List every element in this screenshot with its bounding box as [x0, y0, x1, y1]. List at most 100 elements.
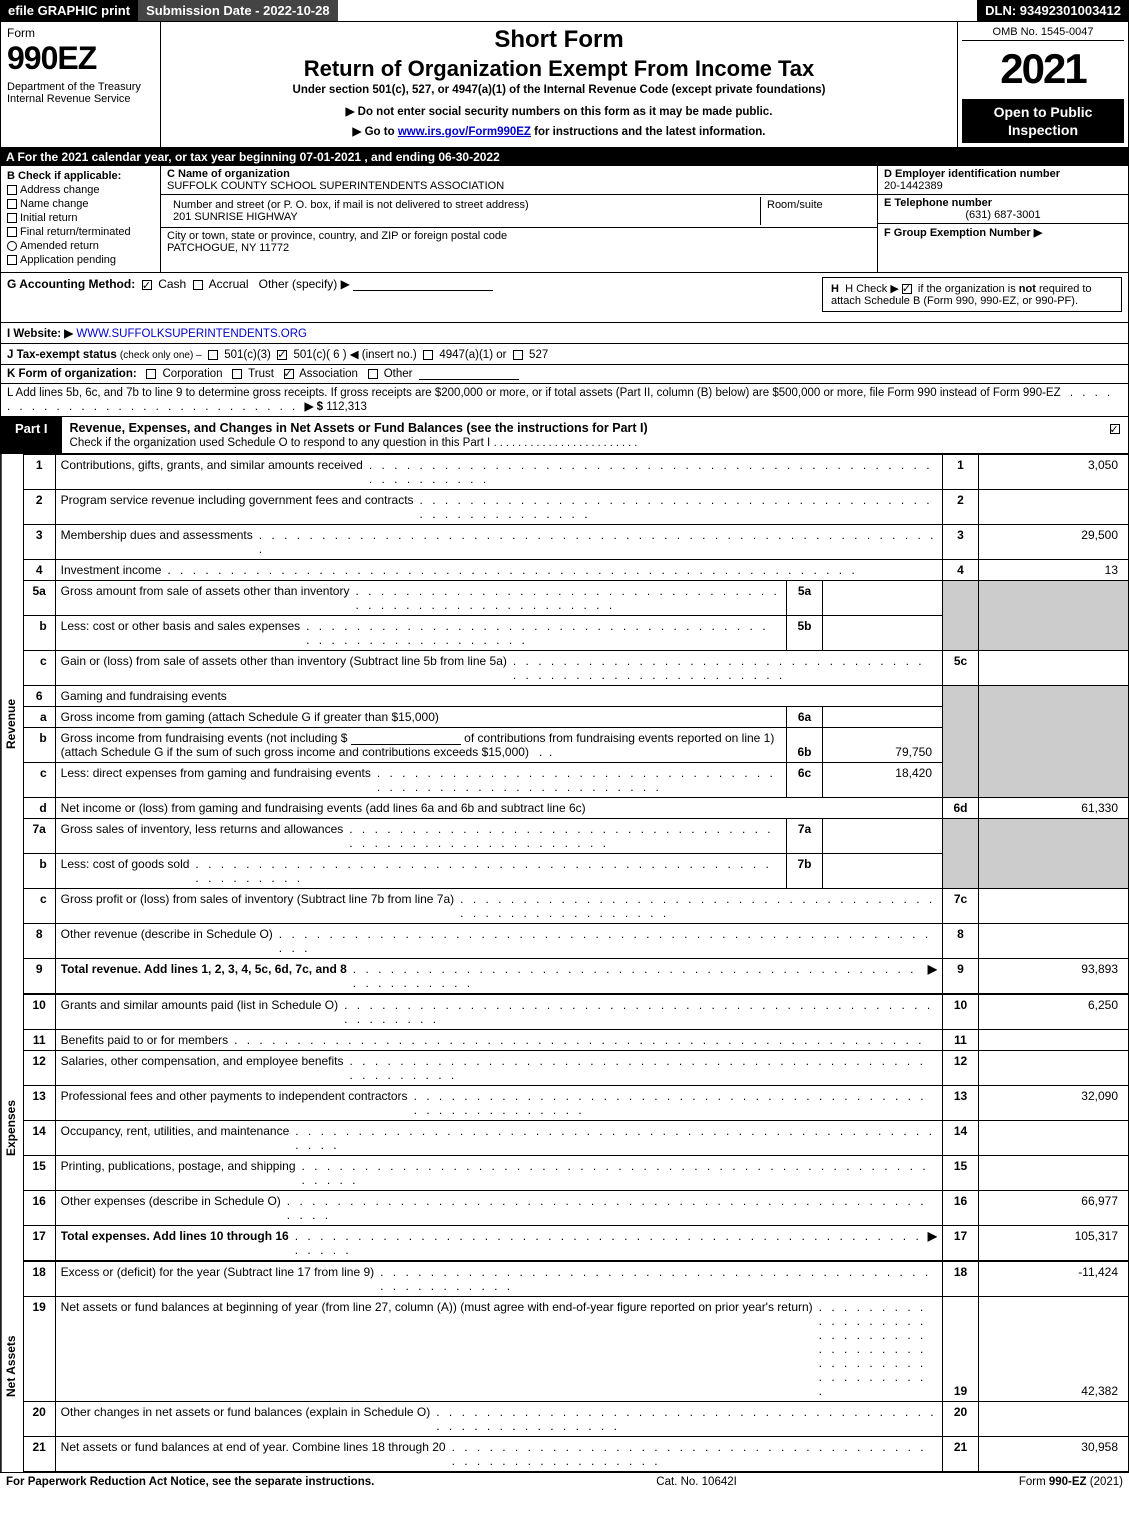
line-5b-value — [823, 616, 943, 651]
line-3: 3 Membership dues and assessments. . . .… — [23, 525, 1128, 560]
address-block: Number and street (or P. O. box, if mail… — [161, 195, 877, 228]
line-15-value — [979, 1156, 1129, 1191]
line-14: 14 Occupancy, rent, utilities, and maint… — [23, 1121, 1128, 1156]
revenue-table: 1 Contributions, gifts, grants, and simi… — [23, 454, 1129, 994]
checkbox-cash[interactable] — [142, 280, 152, 290]
line-18: 18 Excess or (deficit) for the year (Sub… — [23, 1262, 1128, 1297]
line-16: 16 Other expenses (describe in Schedule … — [23, 1191, 1128, 1226]
checkbox-application-pending[interactable]: Application pending — [7, 254, 154, 266]
line-2: 2 Program service revenue including gove… — [23, 490, 1128, 525]
revenue-section: Revenue 1 Contributions, gifts, grants, … — [0, 454, 1129, 994]
line-18-value: -11,424 — [979, 1262, 1129, 1297]
checkbox-527[interactable] — [513, 350, 523, 360]
line-12-value — [979, 1051, 1129, 1086]
form-of-org-label: K Form of organization: — [7, 368, 137, 380]
line-5a-value — [823, 581, 943, 616]
line-12: 12 Salaries, other compensation, and emp… — [23, 1051, 1128, 1086]
line-3-value: 29,500 — [979, 525, 1129, 560]
checkbox-accrual[interactable] — [193, 280, 203, 290]
header-center: Short Form Return of Organization Exempt… — [161, 22, 958, 147]
line-9-value: 93,893 — [979, 959, 1129, 994]
line-2-value — [979, 490, 1129, 525]
checkbox-501c[interactable] — [277, 350, 287, 360]
checkbox-name-change[interactable]: Name change — [7, 198, 154, 210]
line-5a: 5a Gross amount from sale of assets othe… — [23, 581, 1128, 616]
checkbox-address-change[interactable]: Address change — [7, 184, 154, 196]
accounting-method-label: G Accounting Method: — [7, 277, 135, 291]
checkbox-association[interactable] — [284, 369, 294, 379]
part1-title: Revenue, Expenses, and Changes in Net As… — [62, 417, 1104, 453]
row-g-h: G Accounting Method: Cash Accrual Other … — [0, 273, 1129, 323]
address-value: 201 SUNRISE HIGHWAY — [173, 211, 298, 223]
line-5c: c Gain or (loss) from sale of assets oth… — [23, 651, 1128, 686]
line-17-value: 105,317 — [979, 1226, 1129, 1261]
telephone-block: E Telephone number (631) 687-3001 — [878, 195, 1128, 224]
line-20: 20 Other changes in net assets or fund b… — [23, 1402, 1128, 1437]
line-4: 4 Investment income. . . . . . . . . . .… — [23, 560, 1128, 581]
line-19: 19 Net assets or fund balances at beginn… — [23, 1297, 1128, 1402]
checkbox-501c3[interactable] — [208, 350, 218, 360]
checkbox-4947[interactable] — [423, 350, 433, 360]
tax-exempt-label: J Tax-exempt status — [7, 349, 117, 361]
org-name-block: C Name of organization SUFFOLK COUNTY SC… — [161, 166, 877, 195]
row-k: K Form of organization: Corporation Trus… — [0, 365, 1129, 384]
checkbox-corporation[interactable] — [146, 369, 156, 379]
open-inspection-badge: Open to Public Inspection — [962, 99, 1124, 143]
line-7a-value — [823, 819, 943, 854]
line-15: 15 Printing, publications, postage, and … — [23, 1156, 1128, 1191]
section-bcd: B Check if applicable: Address change Na… — [0, 166, 1129, 273]
city-block: City or town, state or province, country… — [161, 228, 877, 256]
line-11: 11 Benefits paid to or for members. . . … — [23, 1030, 1128, 1051]
net-assets-side-label: Net Assets — [1, 1261, 23, 1472]
group-exemption-label: F Group Exemption Number ▶ — [884, 227, 1042, 239]
address-label: Number and street (or P. O. box, if mail… — [173, 199, 529, 211]
department-label: Department of the Treasury Internal Reve… — [7, 81, 154, 105]
checkbox-amended-return[interactable]: Amended return — [7, 240, 154, 252]
website-label: I Website: ▶ — [7, 328, 73, 340]
line-11-value — [979, 1030, 1129, 1051]
line-1: 1 Contributions, gifts, grants, and simi… — [23, 455, 1128, 490]
row-h-label: H — [831, 283, 839, 295]
irs-link[interactable]: www.irs.gov/Form990EZ — [398, 126, 531, 138]
header-right: OMB No. 1545-0047 2021 Open to Public In… — [958, 22, 1128, 147]
other-specify-input[interactable] — [353, 290, 493, 291]
section-b: B Check if applicable: Address change Na… — [1, 166, 161, 272]
tax-year: 2021 — [962, 45, 1124, 93]
dln-label: DLN: 93492301003412 — [977, 0, 1129, 21]
checkbox-final-return[interactable]: Final return/terminated — [7, 226, 154, 238]
line-8: 8 Other revenue (describe in Schedule O)… — [23, 924, 1128, 959]
checkbox-schedule-b[interactable] — [902, 284, 912, 294]
row-l-text: L Add lines 5b, 6c, and 7b to line 9 to … — [7, 387, 1061, 399]
line-10-value: 6,250 — [979, 995, 1129, 1030]
website-value[interactable]: WWW.SUFFOLKSUPERINTENDENTS.ORG — [76, 328, 307, 340]
part1-header: Part I Revenue, Expenses, and Changes in… — [0, 417, 1129, 454]
row-j: J Tax-exempt status (check only one) – 5… — [0, 344, 1129, 365]
line-6b-value: 79,750 — [823, 728, 943, 763]
city-label: City or town, state or province, country… — [167, 230, 507, 242]
ein-block: D Employer identification number 20-1442… — [878, 166, 1128, 195]
catalog-number: Cat. No. 10642I — [656, 1476, 737, 1488]
form-number: 990EZ — [7, 40, 154, 77]
line-21-value: 30,958 — [979, 1437, 1129, 1472]
line-17: 17 Total expenses. Add lines 10 through … — [23, 1226, 1128, 1261]
line-20-value — [979, 1402, 1129, 1437]
line-7c-value — [979, 889, 1129, 924]
checkbox-other-org[interactable] — [368, 369, 378, 379]
org-name-label: C Name of organization — [167, 168, 290, 180]
gross-receipts-value: 112,313 — [326, 401, 367, 413]
top-bar: efile GRAPHIC print Submission Date - 20… — [0, 0, 1129, 22]
revenue-side-label: Revenue — [1, 454, 23, 994]
checkbox-initial-return[interactable]: Initial return — [7, 212, 154, 224]
header-left: Form 990EZ Department of the Treasury In… — [1, 22, 161, 147]
ssn-notice: ▶ Do not enter social security numbers o… — [169, 104, 949, 118]
org-name-value: SUFFOLK COUNTY SCHOOL SUPERINTENDENTS AS… — [167, 180, 504, 192]
net-assets-section: Net Assets 18 Excess or (deficit) for th… — [0, 1261, 1129, 1472]
form-word: Form — [7, 26, 154, 40]
other-org-input[interactable] — [419, 379, 519, 380]
row-l: L Add lines 5b, 6c, and 7b to line 9 to … — [0, 384, 1129, 417]
line-10: 10 Grants and similar amounts paid (list… — [23, 995, 1128, 1030]
part1-check-line: Check if the organization used Schedule … — [70, 437, 491, 449]
part1-schedule-o-checkbox[interactable] — [1104, 417, 1128, 453]
row-a-tax-year: A For the 2021 calendar year, or tax yea… — [0, 148, 1129, 166]
checkbox-trust[interactable] — [232, 369, 242, 379]
